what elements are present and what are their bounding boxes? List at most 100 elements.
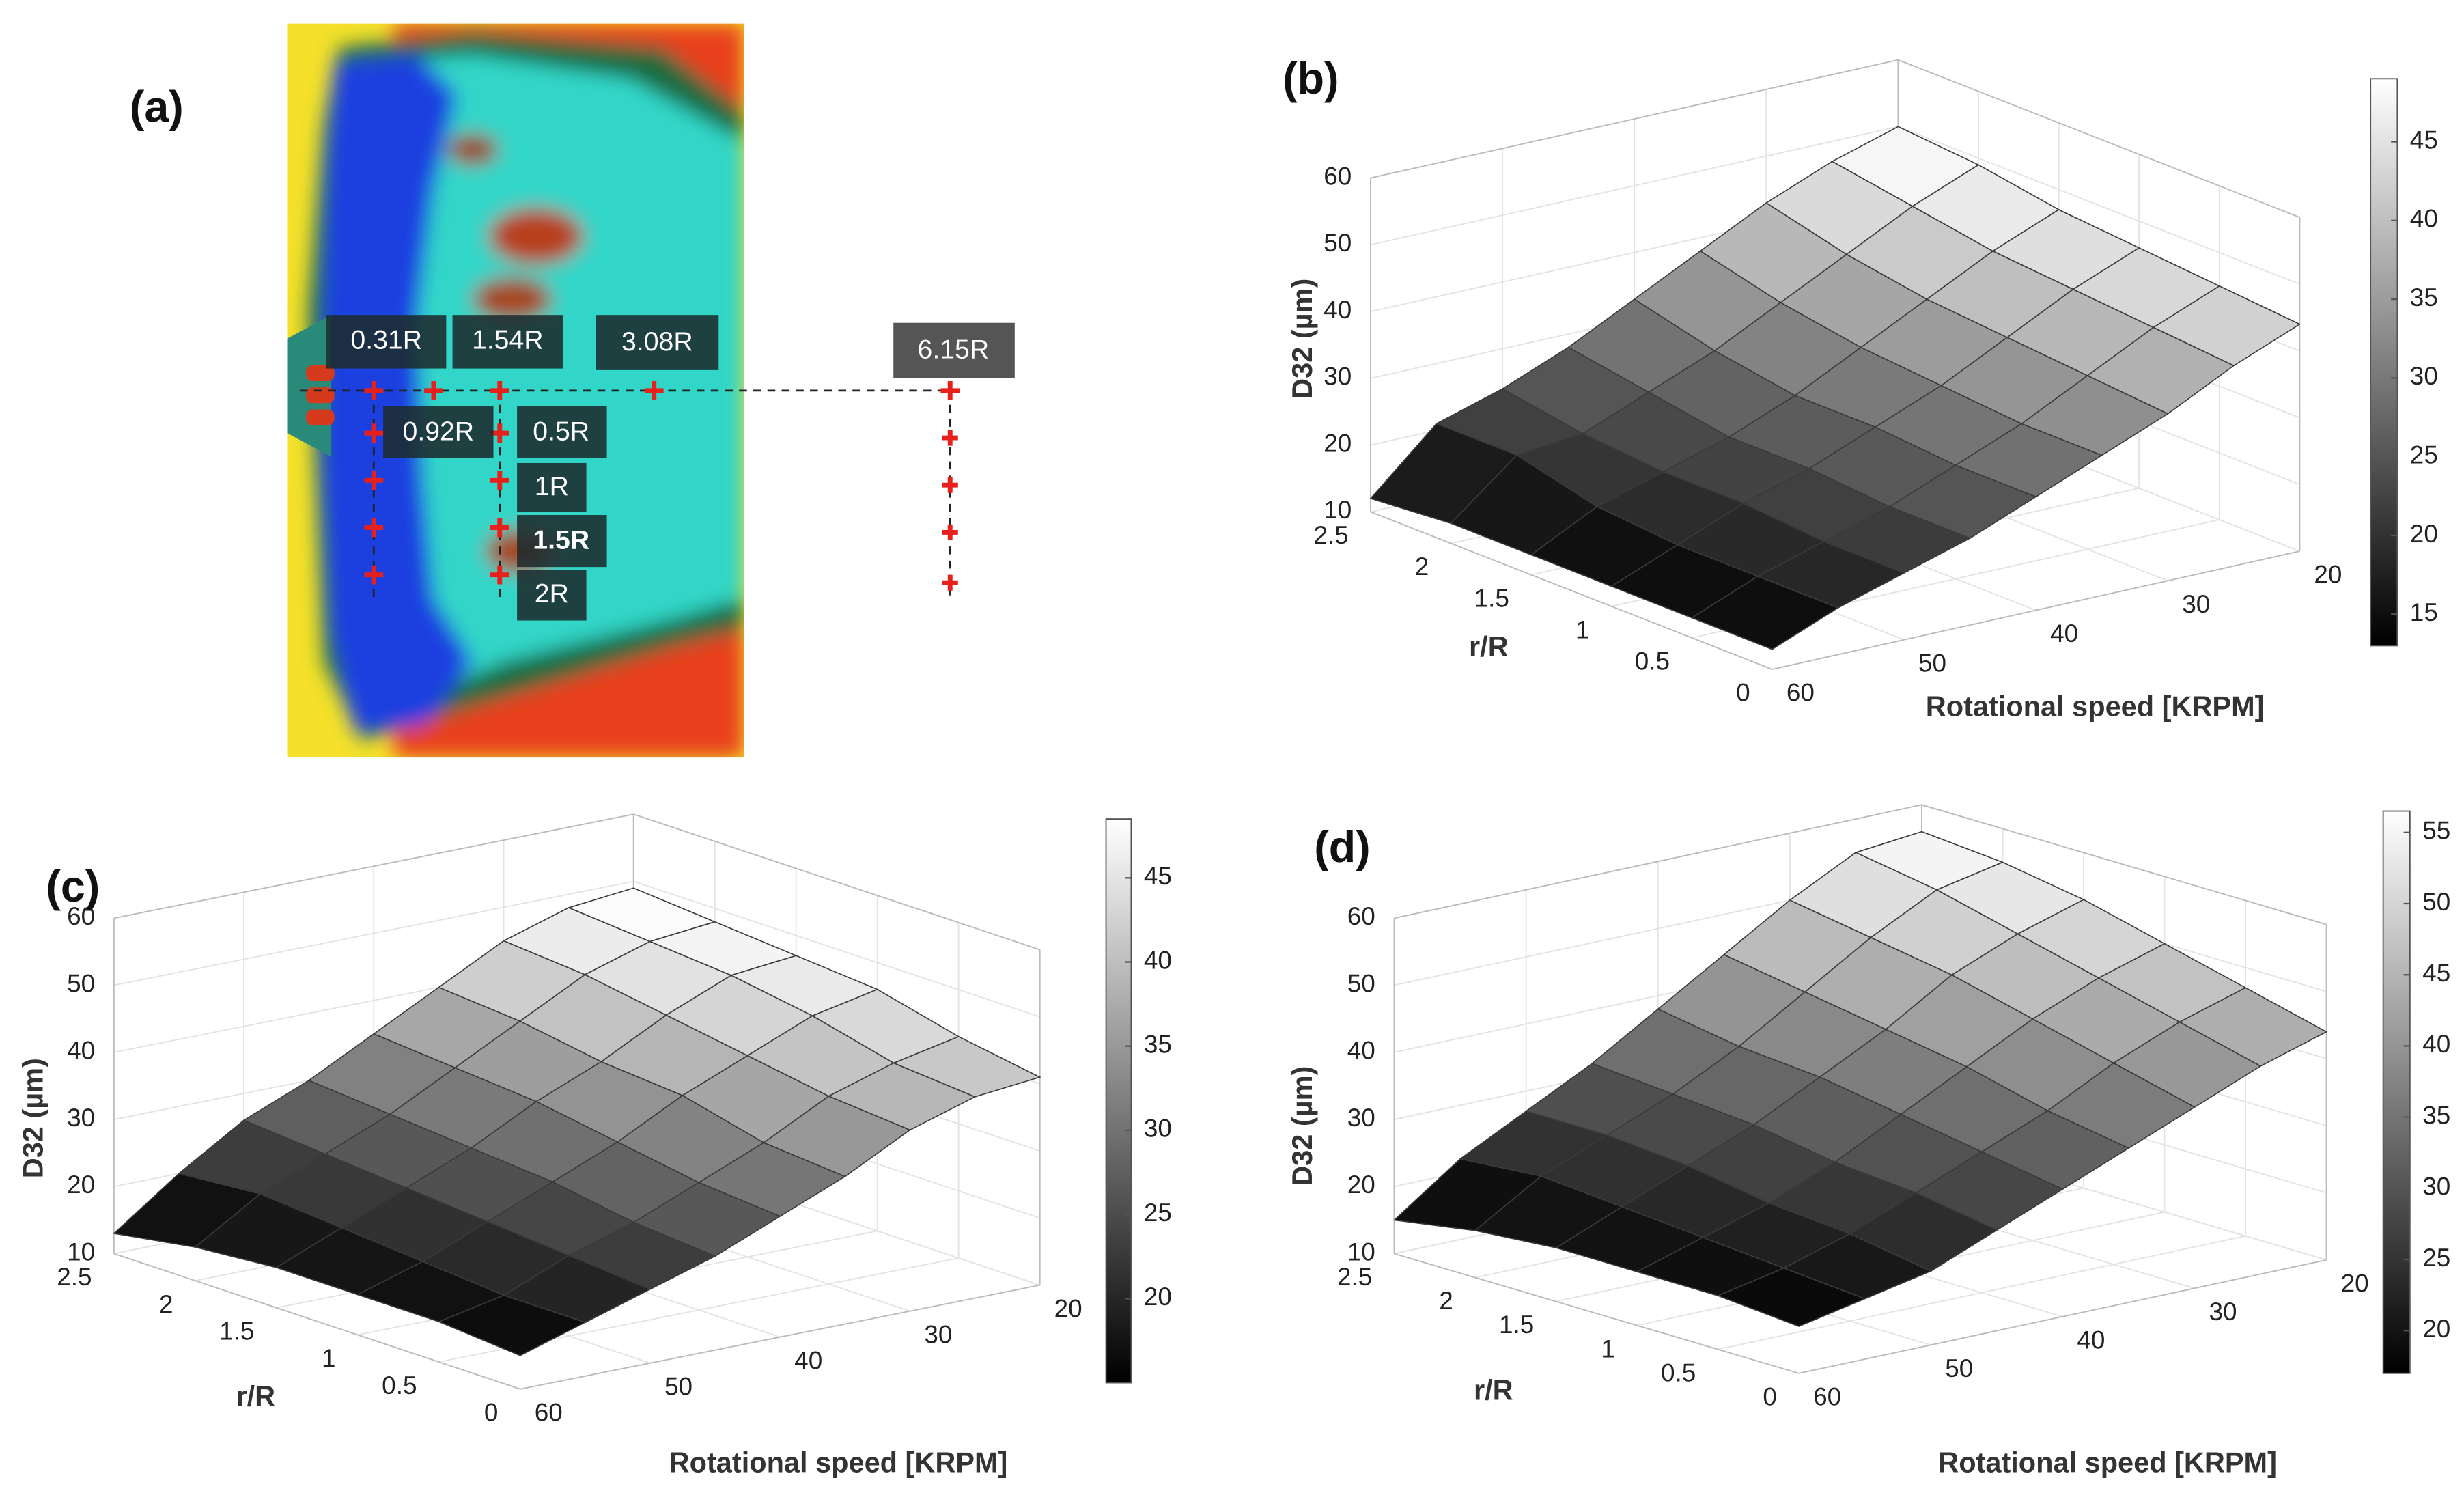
axis-edge [113, 813, 634, 919]
y-axis-label: r/R [1469, 630, 1509, 662]
y-tick-label: 0 [1736, 679, 1750, 707]
z-tick-label: 20 [1324, 429, 1352, 457]
z-axis-label: D32 (µm) [16, 1058, 48, 1178]
x-tick-label: 40 [2077, 1326, 2105, 1354]
x-tick-label: 50 [1918, 649, 1946, 677]
z-tick-label: 30 [1347, 1104, 1375, 1132]
annotation-boxes [326, 315, 1015, 621]
axis-edge [633, 813, 1040, 951]
x-tick-label: 60 [535, 1398, 563, 1426]
z-tick-label: 60 [67, 902, 95, 930]
z-tick-label: 30 [67, 1104, 95, 1132]
colorbar-tick-label: 15 [2410, 598, 2438, 626]
grid-line [633, 880, 1040, 1018]
y-tick-label: 2 [1439, 1287, 1453, 1315]
annotation: 1.5R [533, 526, 589, 555]
x-tick-label: 30 [2209, 1298, 2237, 1326]
x-axis-label: Rotational speed [KRPM] [1926, 690, 2265, 723]
colorbar-tick-label: 25 [2410, 441, 2438, 469]
y-tick-label: 1 [1601, 1335, 1615, 1363]
grid-line [113, 880, 634, 986]
colorbar-tick-label: 35 [2422, 1101, 2450, 1129]
x-tick-label: 60 [1787, 679, 1815, 707]
colorbar-tick-label: 20 [1144, 1283, 1172, 1311]
panel-label: (a) [130, 82, 184, 131]
y-tick-label: 1.5 [1474, 584, 1509, 612]
z-tick-label: 50 [1347, 969, 1375, 997]
colorbar-tick-label: 45 [2410, 126, 2438, 154]
colorbar-tick-label: 30 [1144, 1115, 1172, 1143]
x-tick-label: 40 [2050, 619, 2078, 647]
x-tick-label: 30 [2182, 590, 2210, 618]
colorbar-tick-label: 40 [2422, 1030, 2450, 1058]
z-tick-label: 20 [1347, 1171, 1375, 1199]
x-tick-label: 40 [794, 1346, 822, 1374]
axis-edge [1370, 511, 1773, 670]
colorbar-tick-label: 20 [2410, 520, 2438, 548]
z-tick-label: 50 [1324, 229, 1352, 257]
y-tick-label: 2 [159, 1290, 173, 1318]
axis-edge [1921, 804, 2327, 925]
colorbar-tick-label: 55 [2422, 817, 2450, 845]
y-tick-label: 2.5 [1337, 1263, 1372, 1291]
surface-patch [437, 1294, 587, 1356]
grid-line [1370, 126, 1899, 246]
colorbar-tick-label: 45 [2422, 959, 2450, 987]
z-tick-label: 40 [1324, 296, 1352, 324]
x-tick-label: 50 [664, 1372, 692, 1400]
y-tick-label: 1 [1576, 615, 1590, 643]
annotation: 0.31R [350, 326, 422, 355]
surface-patch [1690, 575, 1840, 650]
y-tick-label: 2 [1415, 553, 1429, 581]
colorbar [1105, 818, 1132, 1384]
z-tick-label: 20 [67, 1171, 95, 1199]
colorbar-tick-label: 30 [2422, 1173, 2450, 1201]
y-tick-label: 0.5 [382, 1371, 417, 1399]
annotation: 0.92R [403, 417, 475, 446]
surface-patch [1716, 1267, 1866, 1327]
z-tick-label: 30 [1324, 363, 1352, 391]
y-tick-label: 1.5 [1499, 1311, 1534, 1339]
x-tick-label: 60 [1813, 1382, 1841, 1410]
z-tick-label: 40 [67, 1037, 95, 1065]
grid-line [1898, 126, 2300, 285]
z-tick-label: 10 [1347, 1238, 1375, 1266]
z-tick-label: 40 [1347, 1037, 1375, 1065]
panel-label: (c) [46, 862, 100, 911]
surface-chart: 10 20 30 40 50 60 0 0.5 1 1.5 2 2.5 20 30 40 50 60 20 25 30… [1286, 804, 2450, 1478]
x-tick-label: 20 [1054, 1294, 1082, 1322]
colorbar-tick-label: 25 [1144, 1199, 1172, 1227]
y-tick-label: 0.5 [1661, 1358, 1696, 1386]
axis-edge [1798, 1259, 2327, 1374]
x-axis-label: Rotational speed [KRPM] [669, 1446, 1008, 1478]
colorbar-tick-label: 50 [2422, 888, 2450, 916]
y-axis-label: r/R [236, 1380, 276, 1412]
colorbar-tick-label: 35 [1144, 1030, 1172, 1058]
annotation: 6.15R [918, 335, 990, 365]
colorbar-tick-label: 40 [1144, 946, 1172, 974]
colorbar-tick-label: 20 [2422, 1315, 2450, 1343]
colorbar [2370, 78, 2398, 647]
z-tick-label: 10 [1324, 496, 1352, 524]
surface-chart: 10 20 30 40 50 60 0 0.5 1 1.5 2 2.5 20 30 40 50 60 20 25 30… [16, 813, 1172, 1478]
y-tick-label: 0.5 [1635, 647, 1670, 675]
annotation: 0.5R [533, 417, 589, 446]
x-tick-label: 20 [2314, 561, 2342, 589]
colorbar-tick-label: 25 [2422, 1244, 2450, 1272]
x-tick-label: 30 [924, 1320, 952, 1348]
axis-edge [1898, 59, 2300, 219]
x-tick-label: 20 [2341, 1269, 2369, 1297]
y-axis-label: r/R [1474, 1373, 1513, 1406]
panel-label: (d) [1314, 822, 1370, 871]
z-tick-label: 60 [1347, 902, 1375, 930]
colorbar-tick-label: 45 [1144, 862, 1172, 890]
annotation: 1.54R [472, 326, 544, 355]
colorbar [2382, 810, 2411, 1374]
panel-label: (b) [1283, 54, 1339, 103]
z-tick-label: 60 [1324, 162, 1352, 190]
z-axis-label: D32 (µm) [1286, 1066, 1318, 1186]
axis-edge [1772, 550, 2300, 670]
colorbar-tick-label: 30 [2410, 362, 2438, 390]
